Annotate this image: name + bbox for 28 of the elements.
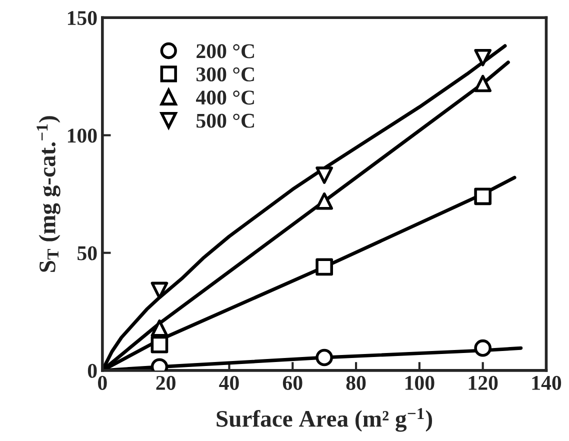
legend-label: 200 °C xyxy=(196,44,254,58)
point xyxy=(474,188,492,206)
x-tick-label: 140 xyxy=(532,376,562,390)
x-tick-label: 40 xyxy=(219,376,239,390)
x-axis-title: Surface Area (m² g$^{−1}$) xyxy=(216,408,432,432)
point xyxy=(150,336,168,354)
point xyxy=(474,48,492,66)
legend-label: 400 °C xyxy=(196,90,254,105)
legend-label: 300 °C xyxy=(196,67,254,82)
x-tick-label: 100 xyxy=(405,376,434,390)
x-tick-label: 60 xyxy=(282,376,302,390)
legend-label: 500 °C xyxy=(196,114,254,128)
point xyxy=(316,348,334,366)
y-tick-label: 0 xyxy=(88,364,97,378)
y-axis-title: S$_{T}$ (mg g-cat.$^{−1}$) xyxy=(36,116,60,272)
point xyxy=(316,166,334,184)
point xyxy=(474,74,492,92)
x-tick-label: 0 xyxy=(98,376,107,390)
y-tick-label: 50 xyxy=(78,246,97,260)
point xyxy=(150,282,168,300)
x-tick-label: 20 xyxy=(156,376,176,390)
x-tick-label: 120 xyxy=(468,376,498,390)
y-tick-label: 100 xyxy=(68,128,97,143)
point xyxy=(316,192,334,210)
x-tick-label: 80 xyxy=(346,376,366,390)
y-tick-label: 150 xyxy=(68,11,97,26)
point xyxy=(474,339,492,357)
point xyxy=(316,258,334,276)
